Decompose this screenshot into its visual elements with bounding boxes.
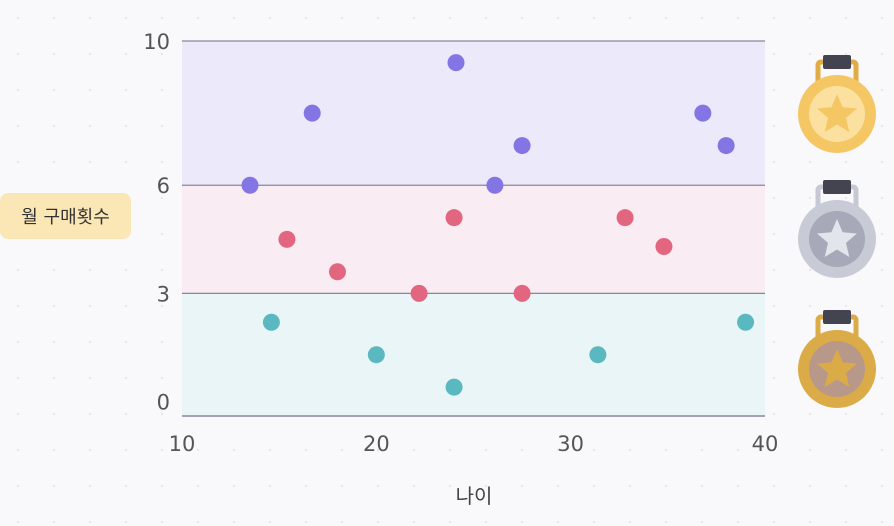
x-tick-label: 20: [363, 432, 390, 456]
x-axis-title: 나이: [456, 484, 493, 508]
data-point: [241, 176, 259, 194]
data-point: [447, 54, 465, 72]
data-point: [410, 284, 428, 302]
data-point: [262, 313, 280, 331]
band-gold: [182, 41, 765, 186]
star-icon: [817, 349, 857, 387]
data-point: [445, 378, 463, 396]
medal-clasp: [823, 180, 851, 194]
medal-clasp: [823, 55, 851, 69]
band-bronze: [182, 293, 765, 416]
medal-icons: [798, 55, 876, 408]
y-axis-title: 월 구매횟수: [0, 193, 131, 239]
y-tick-label: 10: [143, 30, 170, 54]
data-point: [737, 313, 755, 331]
star-icon: [817, 94, 857, 132]
x-tick-label: 30: [557, 432, 584, 456]
data-point: [367, 346, 385, 364]
data-point: [616, 209, 634, 227]
medal-gold-icon: [798, 55, 876, 153]
y-tick-label: 3: [157, 282, 170, 306]
data-point: [655, 238, 673, 256]
data-point: [328, 263, 346, 281]
data-point: [303, 104, 321, 122]
star-icon: [817, 219, 857, 257]
data-point: [445, 209, 463, 227]
medal-silver-icon: [798, 180, 876, 278]
tier-bands: [182, 41, 765, 416]
data-point: [486, 176, 504, 194]
data-point: [717, 137, 735, 155]
x-tick-label: 10: [169, 432, 196, 456]
y-tick-label: 6: [157, 174, 170, 198]
data-point: [694, 104, 712, 122]
data-point: [278, 230, 296, 248]
axes: 10 20 30 40 0 3 6 10: [143, 30, 778, 456]
x-tick-label: 40: [752, 432, 779, 456]
data-point: [589, 346, 607, 364]
data-point: [513, 137, 531, 155]
medal-clasp: [823, 310, 851, 324]
band-silver: [182, 185, 765, 294]
y-tick-label: 0: [157, 391, 170, 415]
data-points: [241, 54, 755, 396]
medal-bronze-icon: [798, 310, 876, 408]
data-point: [513, 284, 531, 302]
